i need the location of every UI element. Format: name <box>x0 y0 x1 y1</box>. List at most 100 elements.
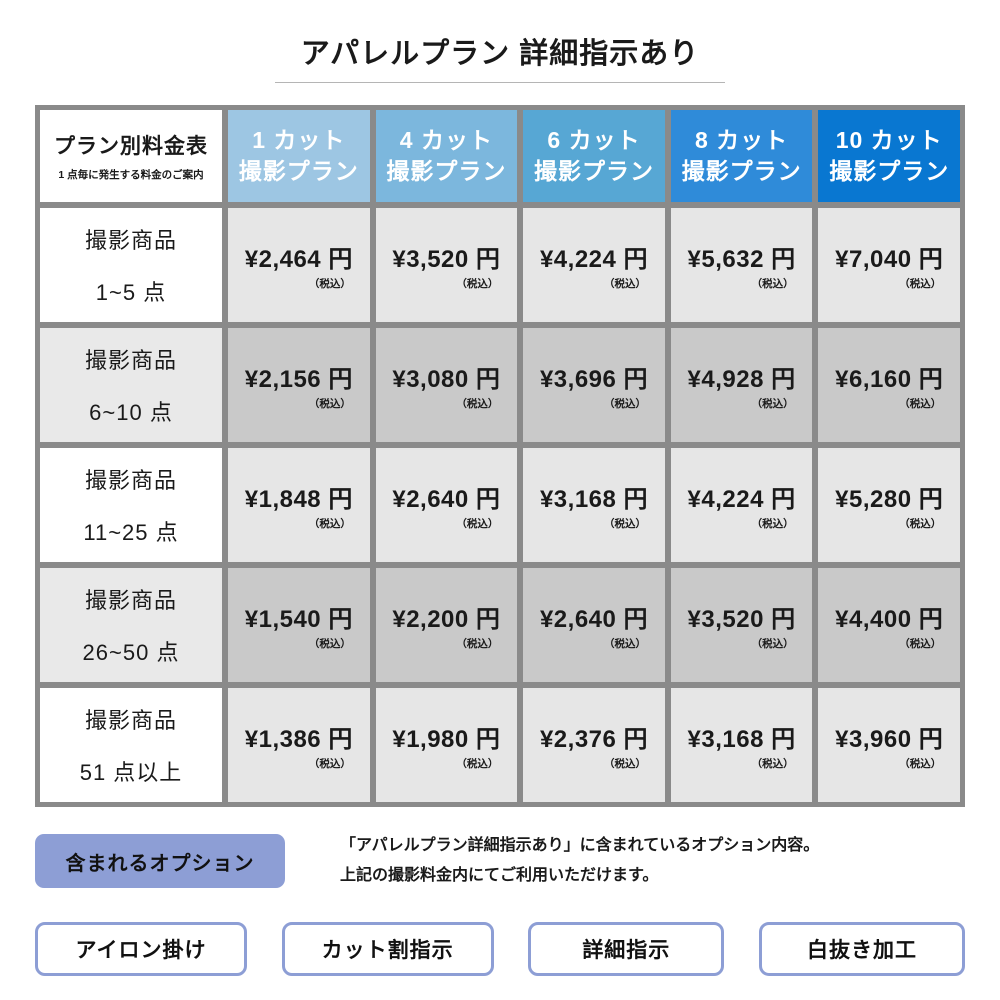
price-cell: ¥5,632 円 （税込） <box>670 208 813 322</box>
price-cell: ¥4,224 円 （税込） <box>523 208 665 322</box>
price-value: ¥4,224 円 <box>539 246 649 273</box>
tax-note: （税込） <box>604 278 647 290</box>
price-value: ¥1,540 円 <box>244 606 353 633</box>
option-button-cut-split-instruction[interactable]: カット割指示 <box>281 921 494 976</box>
tax-note: （税込） <box>604 758 647 770</box>
price-cell: ¥2,640 円 （税込） <box>523 568 665 682</box>
price-value: ¥2,640 円 <box>539 606 649 633</box>
price-value: ¥2,376 円 <box>539 726 649 753</box>
tax-note: （税込） <box>604 398 647 410</box>
plan-name-line1: 4 カット <box>399 126 493 153</box>
price-value: ¥2,464 円 <box>244 246 353 273</box>
price-cell: ¥4,928 円 （税込） <box>670 328 813 442</box>
column-header-1cut-plan: 1 カット 撮影プラン <box>228 110 370 202</box>
price-value: ¥3,080 円 <box>392 366 501 393</box>
included-options-section: 含まれるオプション 「アパレルプラン詳細指示あり」に含まれているオプション内容。… <box>35 831 965 892</box>
column-header-8cut-plan: 8 カット 撮影プラン <box>670 110 813 202</box>
tax-note: （税込） <box>751 278 794 290</box>
price-cell: ¥7,040 円 （税込） <box>818 208 960 322</box>
price-value: ¥6,160 円 <box>835 366 944 393</box>
option-button-detailed-instruction[interactable]: 詳細指示 <box>528 921 725 976</box>
row-label-6-10: 撮影商品 6~10 点 <box>40 328 222 442</box>
price-cell: ¥3,520 円 （税込） <box>670 568 813 682</box>
plan-name-line1: 8 カット <box>695 126 789 153</box>
plan-name-line1: 10 カット <box>835 126 943 153</box>
tax-note: （税込） <box>604 638 647 650</box>
price-table: プラン別料金表 1 点毎に発生する料金のご案内 1 カット 撮影プラン 4 カッ… <box>35 105 965 807</box>
plan-name-line1: 6 カット <box>547 126 641 153</box>
price-cell: ¥2,376 円 （税込） <box>523 688 665 802</box>
column-header-4cut-plan: 4 カット 撮影プラン <box>375 110 518 202</box>
price-cell: ¥1,540 円 （税込） <box>228 568 370 682</box>
tax-note: （税込） <box>751 638 794 650</box>
price-value: ¥4,224 円 <box>687 486 796 513</box>
tax-note: （税込） <box>456 398 499 410</box>
tax-note: （税込） <box>899 278 942 290</box>
price-value: ¥3,520 円 <box>687 606 796 633</box>
row-label-11-25: 撮影商品 11~25 点 <box>40 448 222 562</box>
price-cell: ¥6,160 円 （税込） <box>818 328 960 442</box>
tax-note: （税込） <box>308 518 351 530</box>
price-cell: ¥4,400 円 （税込） <box>818 568 960 682</box>
price-value: ¥5,280 円 <box>835 486 944 513</box>
price-value: ¥1,386 円 <box>244 726 353 753</box>
description-line-1: 「アパレルプラン詳細指示あり」に含まれているオプション内容。 <box>340 837 820 854</box>
price-value: ¥2,156 円 <box>244 366 353 393</box>
description-line-2: 上記の撮影料金内にてご利用いただけます。 <box>340 867 659 885</box>
option-buttons-row: アイロン掛け カット割指示 詳細指示 白抜き加工 <box>35 921 965 976</box>
tax-note: （税込） <box>308 638 351 650</box>
row-label-range: 1~5 点 <box>95 280 167 305</box>
price-value: ¥3,168 円 <box>687 726 796 753</box>
price-cell: ¥4,224 円 （税込） <box>670 448 813 562</box>
included-options-description: 「アパレルプラン詳細指示あり」に含まれているオプション内容。 上記の撮影料金内に… <box>340 831 819 892</box>
tax-note: （税込） <box>899 518 942 530</box>
price-value: ¥3,520 円 <box>392 246 501 273</box>
price-cell: ¥1,386 円 （税込） <box>228 688 370 802</box>
price-value: ¥5,632 円 <box>687 246 796 273</box>
price-cell: ¥3,520 円 （税込） <box>375 208 518 322</box>
column-header-10cut-plan: 10 カット 撮影プラン <box>818 110 960 202</box>
row-label-category: 撮影商品 <box>84 228 177 253</box>
row-label-51-plus: 撮影商品 51 点以上 <box>40 688 222 802</box>
row-label-category: 撮影商品 <box>84 588 177 613</box>
row-label-26-50: 撮影商品 26~50 点 <box>40 568 222 682</box>
row-label-range: 11~25 点 <box>83 520 179 545</box>
price-cell: ¥3,168 円 （税込） <box>670 688 813 802</box>
plan-name-line2: 撮影プラン <box>386 158 507 184</box>
column-header-6cut-plan: 6 カット 撮影プラン <box>523 110 665 202</box>
tax-note: （税込） <box>456 638 499 650</box>
price-cell: ¥2,464 円 （税込） <box>228 208 370 322</box>
page-title: アパレルプラン 詳細指示あり <box>300 38 700 70</box>
tax-note: （税込） <box>899 638 942 650</box>
row-label-category: 撮影商品 <box>84 468 177 493</box>
included-options-badge: 含まれるオプション <box>35 834 285 889</box>
tax-note: （税込） <box>308 398 351 410</box>
option-button-ironing[interactable]: アイロン掛け <box>35 921 247 976</box>
tax-note: （税込） <box>751 758 794 770</box>
plan-name-line2: 撮影プラン <box>681 158 802 184</box>
price-cell: ¥5,280 円 （税込） <box>818 448 960 562</box>
plan-name-line2: 撮影プラン <box>829 158 950 184</box>
option-button-white-background-processing[interactable]: 白抜き加工 <box>758 921 965 976</box>
price-cell: ¥1,848 円 （税込） <box>228 448 370 562</box>
tax-note: （税込） <box>751 518 794 530</box>
price-value: ¥4,400 円 <box>835 606 944 633</box>
price-cell: ¥2,156 円 （税込） <box>228 328 370 442</box>
price-cell: ¥2,200 円 （税込） <box>375 568 518 682</box>
plan-name-line2: 撮影プラン <box>533 158 654 184</box>
price-value: ¥7,040 円 <box>835 246 944 273</box>
price-value: ¥2,640 円 <box>392 486 501 513</box>
tax-note: （税込） <box>456 758 499 770</box>
corner-title: プラン別料金表 <box>54 135 208 158</box>
price-cell: ¥2,640 円 （税込） <box>375 448 518 562</box>
price-value: ¥3,960 円 <box>835 726 944 753</box>
tax-note: （税込） <box>899 398 942 410</box>
plan-name-line2: 撮影プラン <box>238 158 359 184</box>
price-cell: ¥1,980 円 （税込） <box>375 688 518 802</box>
price-value: ¥4,928 円 <box>687 366 796 393</box>
price-cell: ¥3,960 円 （税込） <box>818 688 960 802</box>
row-label-range: 51 点以上 <box>79 760 183 785</box>
plan-name-line1: 1 カット <box>252 126 346 153</box>
tax-note: （税込） <box>456 278 499 290</box>
